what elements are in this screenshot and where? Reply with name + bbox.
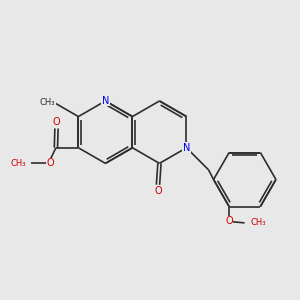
Text: O: O <box>225 216 233 226</box>
Text: CH₃: CH₃ <box>250 218 266 227</box>
Text: O: O <box>154 186 162 196</box>
Text: CH₃: CH₃ <box>40 98 56 107</box>
Text: N: N <box>183 143 190 153</box>
Text: CH₃: CH₃ <box>11 159 26 168</box>
Text: N: N <box>102 96 109 106</box>
Text: O: O <box>46 158 54 168</box>
Text: O: O <box>53 117 60 127</box>
